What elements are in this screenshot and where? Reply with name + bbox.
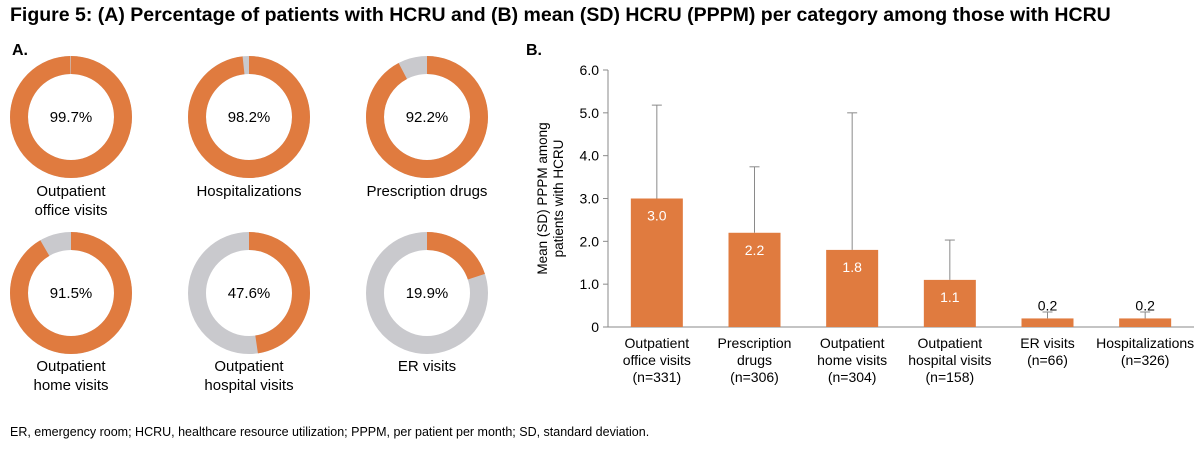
donut-share	[10, 232, 132, 354]
y-tick-label: 0	[591, 319, 599, 335]
bar-chart: 0 1.0 2.0 3.0 4.0 5.0 6.0 Mean (SD) PPPM amongp…	[535, 62, 1194, 385]
donut-value-label: 91.5%	[49, 284, 93, 302]
donut-share	[366, 232, 488, 354]
donut-ring	[188, 56, 310, 178]
donut-share	[188, 56, 310, 178]
x-category-label: Outpatient home visits (n=304)	[817, 335, 887, 385]
y-tick-label: 5.0	[580, 105, 600, 121]
donut-caption: ER visits	[397, 358, 457, 375]
bar	[728, 232, 781, 327]
donut-value-label: 92.2%	[405, 108, 449, 126]
bar	[826, 249, 879, 327]
bar-value-label: 1.1	[940, 289, 960, 305]
y-tick-label: 1.0	[580, 276, 600, 292]
donut-share	[366, 56, 488, 178]
donut-ring	[10, 56, 132, 178]
panel-a-label: A.	[12, 42, 28, 59]
donut-value-label: 99.7%	[49, 108, 93, 126]
bar-value-label: 0.2	[1038, 297, 1058, 313]
donut-ring	[10, 232, 132, 354]
footnote: ER, emergency room; HCRU, healthcare res…	[10, 425, 650, 439]
y-tick-label: 4.0	[580, 148, 600, 164]
donut-ring	[366, 232, 488, 354]
donut-value-label: 47.6%	[227, 284, 271, 302]
donut-share	[10, 56, 132, 178]
bar	[1119, 318, 1172, 327]
bar	[1021, 318, 1074, 327]
donut-value-label: 19.9%	[405, 284, 449, 302]
bar-value-label: 3.0	[647, 208, 667, 224]
bar-value-label: 2.2	[745, 242, 765, 258]
y-axis-title: Mean (SD) PPPM amongpatients with HCRU	[535, 122, 566, 274]
bar	[923, 279, 976, 327]
donut-caption: Prescription drugs	[366, 183, 488, 200]
x-category-label: Outpatient hospital visits (n=158)	[908, 335, 991, 385]
x-category-label: Outpatient office visits (n=331)	[623, 335, 691, 385]
panel-b-label: B.	[526, 42, 542, 59]
y-tick-label: 3.0	[580, 191, 600, 207]
x-category-label: Hospitalizations (n=326)	[1096, 335, 1194, 368]
y-tick-label: 2.0	[580, 233, 600, 249]
donut-caption: Outpatient office visits	[34, 183, 108, 219]
donut-caption: Hospitalizations	[196, 183, 302, 200]
bar-value-label: 0.2	[1135, 297, 1155, 313]
donut-ring	[366, 56, 488, 178]
donut-caption: Outpatient hospital visits	[204, 358, 294, 394]
bar	[630, 198, 683, 327]
donut-share	[188, 232, 310, 354]
y-tick-label: 6.0	[580, 62, 600, 78]
donut-value-label: 98.2%	[227, 108, 271, 126]
bar-value-label: 1.8	[842, 259, 862, 275]
x-category-label: Prescription drugs (n=306)	[718, 335, 792, 385]
donut-caption: Outpatient home visits	[33, 358, 109, 394]
donut-ring	[188, 232, 310, 354]
figure-title: Figure 5: (A) Percentage of patients wit…	[10, 4, 1111, 26]
x-category-label: ER visits (n=66)	[1020, 335, 1074, 368]
